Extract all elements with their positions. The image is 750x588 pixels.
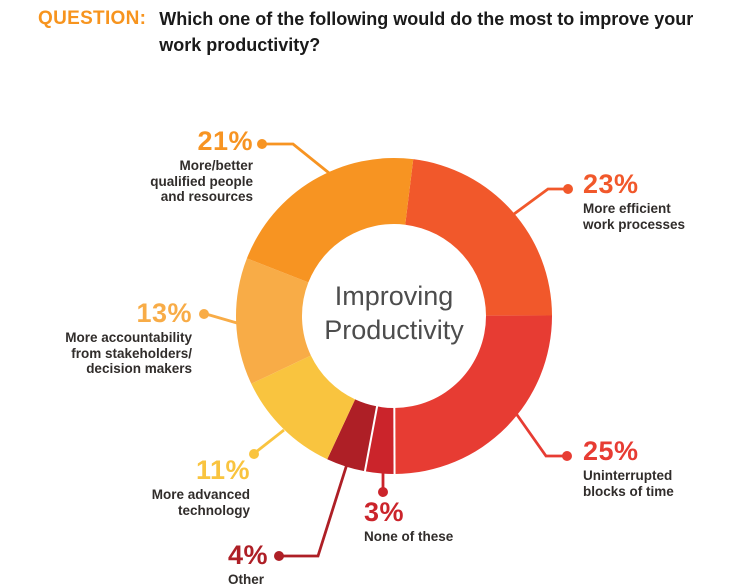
slice-label-13: 13% More accountability from stakeholder… (65, 299, 192, 377)
slice-label-25: 25% Uninterrupted blocks of time (583, 437, 674, 499)
leader-line-25 (513, 411, 566, 458)
leader-dots-group (199, 139, 573, 561)
leader-line-21 (264, 142, 335, 179)
pct-description-25: Uninterrupted blocks of time (583, 468, 674, 499)
pct-description-4: Other (228, 572, 265, 587)
donut-slice-3 (364, 406, 395, 475)
pct-description-23: More efficient work processes (583, 201, 686, 232)
leader-lines-group (205, 142, 567, 558)
leader-line-13 (205, 312, 238, 325)
slice-label-21: 21% More/better qualified people and res… (150, 127, 253, 205)
pct-description-11: More advanced technology (151, 487, 250, 518)
leader-dot-23 (563, 184, 573, 194)
pct-value-3: 3% (364, 497, 405, 527)
question-text: Which one of the following would do the … (159, 9, 694, 55)
question-header: QUESTION: Which one of the following wou… (38, 6, 728, 58)
slice-label-3: 3% None of these (364, 498, 453, 545)
pct-description-3: None of these (364, 529, 454, 544)
question-prefix-label: QUESTION: (38, 8, 147, 29)
pct-description-21: More/better qualified people and resourc… (150, 158, 253, 204)
pct-value-21: 21% (197, 126, 253, 156)
pct-value-25: 25% (583, 436, 639, 466)
pct-value-23: 23% (583, 169, 639, 199)
leader-dot-3 (378, 487, 388, 497)
donut-slice-21 (246, 158, 414, 283)
slice-label-4: 4% Other (228, 541, 268, 588)
donut-slice-13 (235, 258, 311, 384)
slice-label-11: 11% More advanced technology (152, 456, 250, 518)
donut-slice-23 (405, 159, 552, 316)
leader-line-11 (255, 428, 285, 454)
leader-dot-13 (199, 309, 209, 319)
pct-value-4: 4% (228, 540, 269, 570)
donut-slice-11 (251, 355, 356, 460)
slice-divider-lines (363, 405, 396, 476)
donut-slices-group (235, 158, 553, 475)
pct-value-11: 11% (195, 455, 250, 485)
leader-line-23 (513, 187, 567, 216)
donut-slice-25 (394, 315, 553, 474)
leader-dot-4 (274, 551, 284, 561)
leader-dot-21 (257, 139, 267, 149)
slice-divider (363, 405, 379, 473)
leader-dot-25 (562, 451, 572, 461)
slice-label-23: 23% More efficient work processes (583, 170, 685, 232)
leader-line-4 (281, 463, 349, 558)
pct-value-13: 13% (136, 298, 192, 328)
pct-description-13: More accountability from stakeholders/ d… (65, 330, 192, 376)
donut-slice-4 (327, 399, 378, 472)
leader-dot-11 (249, 449, 259, 459)
donut-center-label: Improving Productivity (324, 281, 464, 345)
